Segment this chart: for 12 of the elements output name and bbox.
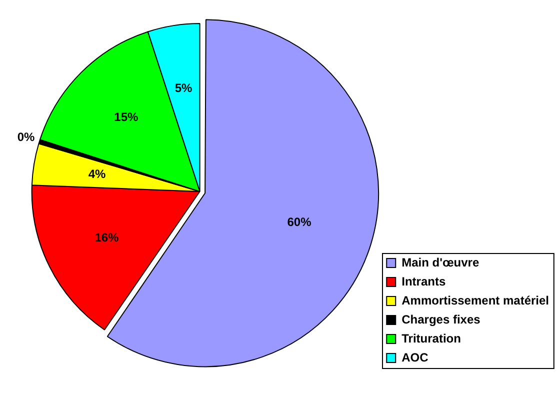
- legend-label: AOC: [402, 350, 429, 364]
- legend-label: Ammortissement matériel: [402, 293, 550, 308]
- data-label: 60%: [287, 214, 312, 229]
- data-label: 16%: [94, 230, 120, 245]
- data-label: 0%: [17, 130, 36, 144]
- data-label: 15%: [114, 110, 138, 124]
- data-label: 5%: [174, 80, 193, 95]
- legend-label: Main d'œuvre: [402, 255, 480, 270]
- data-label: 4%: [88, 166, 106, 181]
- legend-label: Trituration: [402, 331, 461, 346]
- legend-label: Intrants: [402, 274, 446, 288]
- legend-label: Charges fixes: [402, 312, 481, 326]
